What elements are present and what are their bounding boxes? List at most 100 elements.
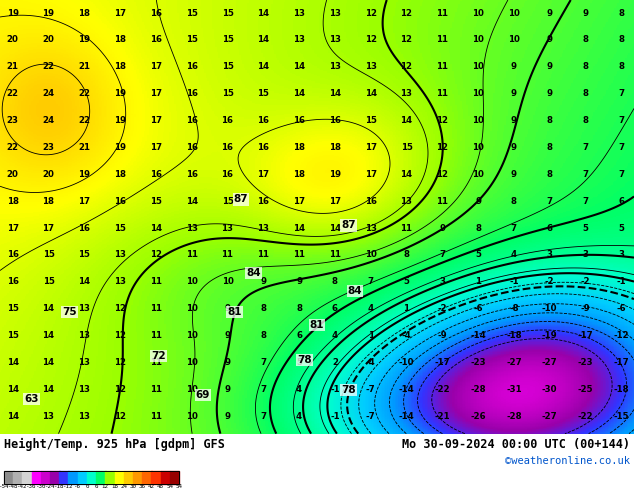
Text: 11: 11 [150, 277, 162, 286]
Text: 15: 15 [401, 143, 413, 152]
Text: 13: 13 [257, 223, 269, 233]
Text: 10: 10 [508, 8, 520, 18]
Text: 24: 24 [120, 485, 127, 490]
Text: 19: 19 [78, 35, 90, 45]
Text: 72: 72 [151, 350, 166, 361]
Text: 14: 14 [293, 89, 305, 98]
Text: 8: 8 [618, 62, 624, 71]
Text: 11: 11 [186, 250, 198, 260]
Text: 18: 18 [114, 170, 126, 179]
Text: 19: 19 [114, 89, 126, 98]
Text: 11: 11 [436, 35, 448, 45]
Text: 13: 13 [114, 277, 126, 286]
Text: -6: -6 [616, 304, 626, 313]
Text: 15: 15 [221, 8, 233, 18]
Text: 17: 17 [150, 116, 162, 125]
Text: 17: 17 [6, 223, 19, 233]
Text: 14: 14 [42, 331, 55, 340]
Text: 7: 7 [260, 412, 266, 421]
Text: 17: 17 [150, 89, 162, 98]
Bar [160, 471, 170, 484]
Text: 16: 16 [186, 116, 198, 125]
Text: -10: -10 [399, 358, 414, 367]
Text: 18: 18 [114, 35, 126, 45]
Text: 10: 10 [472, 116, 484, 125]
Text: 17: 17 [78, 196, 91, 206]
Text: 15: 15 [42, 277, 55, 286]
Text: 16: 16 [150, 170, 162, 179]
Text: 8: 8 [547, 143, 553, 152]
Text: 6: 6 [94, 485, 98, 490]
Text: 15: 15 [7, 331, 18, 340]
Text: 16: 16 [186, 62, 198, 71]
Text: 14: 14 [293, 62, 305, 71]
Text: -17: -17 [434, 358, 450, 367]
Bar [152, 471, 161, 484]
Text: -8: -8 [509, 304, 519, 313]
Text: -31: -31 [506, 385, 522, 394]
Text: 19: 19 [114, 143, 126, 152]
Text: 8: 8 [547, 170, 553, 179]
Text: 1: 1 [475, 277, 481, 286]
Text: 14: 14 [42, 385, 55, 394]
Text: 15: 15 [42, 250, 55, 260]
Text: 5: 5 [404, 277, 410, 286]
Text: 13: 13 [329, 8, 341, 18]
Text: 16: 16 [150, 35, 162, 45]
Text: 13: 13 [42, 412, 55, 421]
Bar [4, 471, 13, 484]
Text: 8: 8 [511, 196, 517, 206]
Text: -2: -2 [437, 304, 447, 313]
Text: -17: -17 [614, 358, 629, 367]
Text: 19: 19 [78, 170, 90, 179]
Text: 12: 12 [436, 116, 448, 125]
Text: 6: 6 [296, 331, 302, 340]
Text: 12: 12 [150, 250, 162, 260]
Text: 13: 13 [329, 35, 341, 45]
Text: 16: 16 [257, 143, 269, 152]
Text: -6: -6 [74, 485, 81, 490]
Text: 11: 11 [150, 358, 162, 367]
Text: 9: 9 [511, 116, 517, 125]
Text: 15: 15 [221, 196, 233, 206]
Text: 8: 8 [583, 35, 588, 45]
Text: 5: 5 [475, 250, 481, 260]
Text: 22: 22 [7, 89, 18, 98]
Text: -18: -18 [54, 485, 65, 490]
Text: 11: 11 [221, 250, 233, 260]
Text: 12: 12 [114, 385, 126, 394]
Text: -7: -7 [366, 385, 375, 394]
Text: 13: 13 [293, 8, 305, 18]
Text: -27: -27 [542, 412, 557, 421]
Text: 10: 10 [472, 62, 484, 71]
Text: 7: 7 [511, 223, 517, 233]
Text: 7: 7 [618, 116, 624, 125]
Text: 87: 87 [233, 195, 249, 204]
Text: -26: -26 [470, 412, 486, 421]
Text: 7: 7 [618, 143, 624, 152]
Text: -28: -28 [470, 385, 486, 394]
Text: -23: -23 [578, 358, 593, 367]
Text: 3: 3 [583, 250, 588, 260]
Text: 12: 12 [114, 358, 126, 367]
Text: 1: 1 [403, 304, 410, 313]
Text: -12: -12 [63, 485, 74, 490]
Text: 7: 7 [618, 89, 624, 98]
Text: 10: 10 [472, 89, 484, 98]
Text: 9: 9 [439, 223, 445, 233]
Text: 14: 14 [6, 358, 19, 367]
Text: 9: 9 [583, 8, 588, 18]
Text: 81: 81 [310, 320, 324, 330]
Text: 78: 78 [341, 385, 356, 395]
Text: 9: 9 [224, 385, 231, 394]
Text: 20: 20 [7, 170, 18, 179]
Text: -21: -21 [434, 412, 450, 421]
Text: 15: 15 [114, 223, 126, 233]
Text: 14: 14 [329, 89, 341, 98]
Text: 15: 15 [150, 196, 162, 206]
Text: 6: 6 [618, 196, 624, 206]
Text: 21: 21 [78, 143, 90, 152]
Text: 23: 23 [42, 143, 55, 152]
Text: 18: 18 [329, 143, 341, 152]
Text: 11: 11 [293, 250, 305, 260]
